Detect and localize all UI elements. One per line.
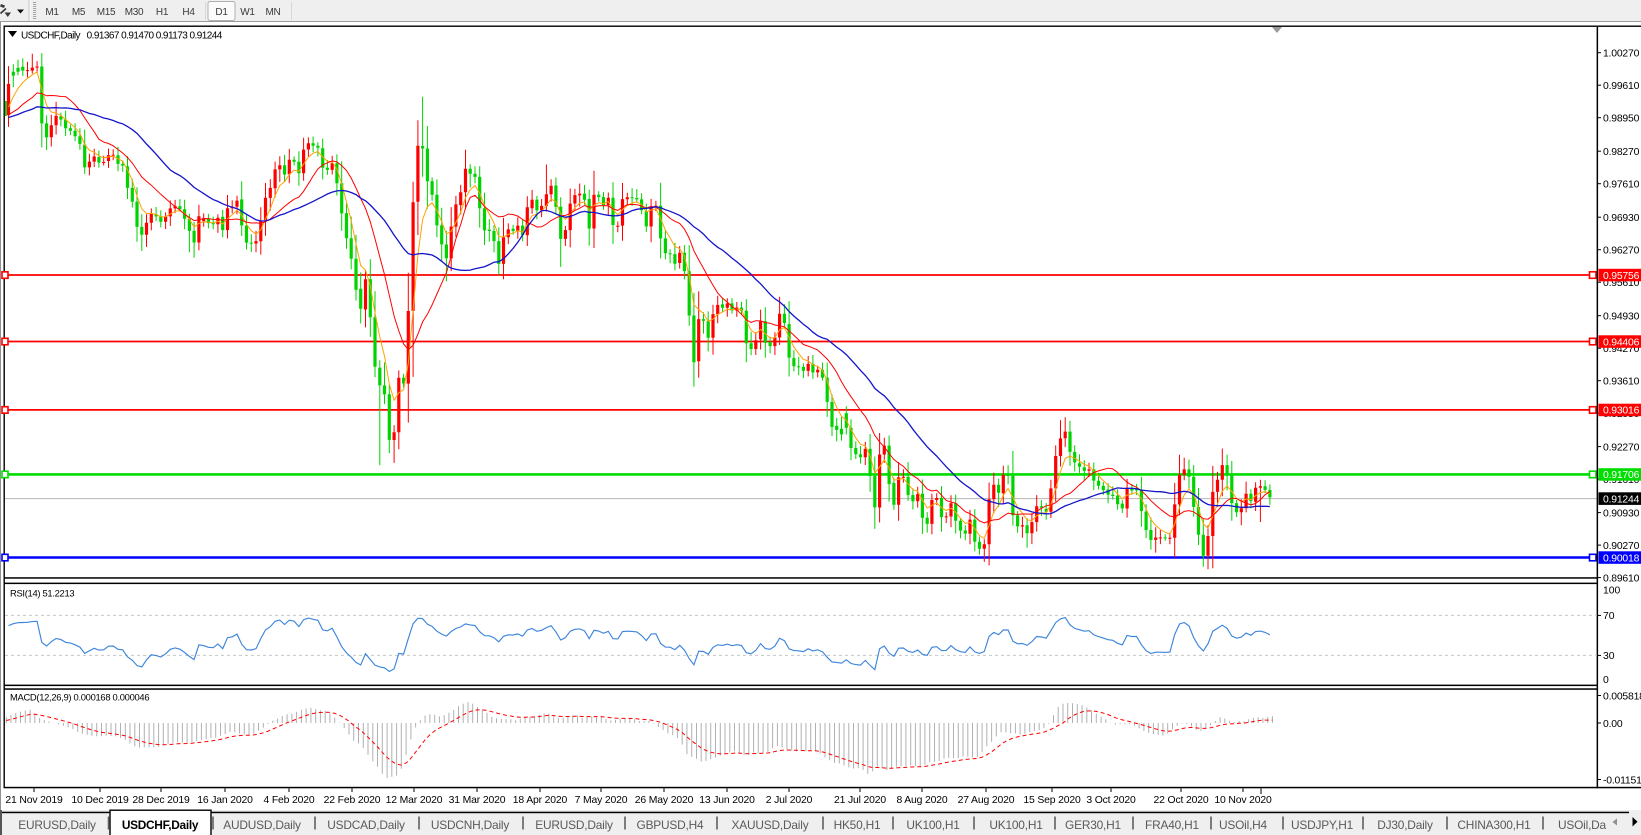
- svg-text:0.96930: 0.96930: [1603, 213, 1640, 224]
- svg-text:70: 70: [1603, 611, 1615, 622]
- svg-text:30: 30: [1603, 651, 1615, 662]
- svg-text:12 Mar 2020: 12 Mar 2020: [386, 795, 443, 806]
- svg-text:0.90930: 0.90930: [1603, 508, 1640, 519]
- svg-text:10 Nov 2020: 10 Nov 2020: [1214, 795, 1272, 806]
- svg-text:D1: D1: [215, 7, 228, 18]
- svg-text:21 Nov 2019: 21 Nov 2019: [5, 795, 63, 806]
- svg-text:0.95756: 0.95756: [1603, 271, 1640, 282]
- svg-text:M5: M5: [72, 7, 86, 18]
- svg-text:26 May 2020: 26 May 2020: [635, 795, 694, 806]
- svg-text:0.95610: 0.95610: [1603, 278, 1640, 289]
- svg-text:H4: H4: [182, 7, 195, 18]
- svg-text:EURUSD,Daily: EURUSD,Daily: [18, 818, 96, 832]
- svg-text:0.99610: 0.99610: [1603, 81, 1640, 92]
- svg-text:USDCHF,Daily: USDCHF,Daily: [122, 818, 199, 832]
- svg-text:USDCNH,Daily: USDCNH,Daily: [431, 818, 509, 832]
- svg-text:USDJPY,H1: USDJPY,H1: [1291, 818, 1354, 832]
- svg-text:0.96270: 0.96270: [1603, 246, 1640, 257]
- svg-text:10 Dec 2019: 10 Dec 2019: [71, 795, 129, 806]
- svg-text:UK100,H1: UK100,H1: [906, 818, 960, 832]
- svg-text:2 Jul 2020: 2 Jul 2020: [766, 795, 813, 806]
- svg-text:27 Aug 2020: 27 Aug 2020: [958, 795, 1015, 806]
- svg-text:0.93610: 0.93610: [1603, 377, 1640, 388]
- svg-text:0.94406: 0.94406: [1603, 337, 1640, 348]
- svg-text:0.98950: 0.98950: [1603, 114, 1640, 125]
- svg-text:18 Apr 2020: 18 Apr 2020: [513, 795, 568, 806]
- svg-text:0.90018: 0.90018: [1603, 553, 1640, 564]
- svg-text:MN: MN: [266, 7, 281, 18]
- svg-text:0: 0: [1603, 675, 1609, 686]
- svg-text:USDCHF,Daily 0.91367 0.91470: USDCHF,Daily 0.91367 0.91470 0.91173 0.9…: [21, 31, 223, 42]
- svg-text:0.94270: 0.94270: [1603, 344, 1640, 355]
- svg-text:15 Sep 2020: 15 Sep 2020: [1023, 795, 1081, 806]
- svg-text:UK100,H1: UK100,H1: [989, 818, 1043, 832]
- svg-text:4 Feb 2020: 4 Feb 2020: [263, 795, 314, 806]
- svg-text:0.92270: 0.92270: [1603, 442, 1640, 453]
- svg-text:8 Aug 2020: 8 Aug 2020: [896, 795, 947, 806]
- svg-text:EURUSD,Daily: EURUSD,Daily: [535, 818, 613, 832]
- svg-text:0.005818: 0.005818: [1603, 691, 1641, 702]
- svg-text:DJ30,Daily: DJ30,Daily: [1377, 818, 1433, 832]
- svg-text:0.91706: 0.91706: [1603, 470, 1640, 481]
- svg-text:M30: M30: [125, 7, 144, 18]
- svg-text:GER30,H1: GER30,H1: [1065, 818, 1121, 832]
- svg-text:HK50,H1: HK50,H1: [834, 818, 881, 832]
- svg-text:0.00: 0.00: [1603, 719, 1623, 730]
- svg-text:0.90270: 0.90270: [1603, 541, 1640, 552]
- svg-text:GBPUSD,H4: GBPUSD,H4: [637, 818, 705, 832]
- svg-text:1.00270: 1.00270: [1603, 49, 1640, 60]
- svg-text:-0.011514: -0.011514: [1603, 775, 1641, 786]
- svg-text:0.97610: 0.97610: [1603, 180, 1640, 191]
- svg-text:M15: M15: [97, 7, 116, 18]
- svg-text:0.98270: 0.98270: [1603, 147, 1640, 158]
- svg-text:USDCAD,Daily: USDCAD,Daily: [327, 818, 405, 832]
- svg-text:USOil,H4: USOil,H4: [1219, 818, 1268, 832]
- svg-text:28 Dec 2019: 28 Dec 2019: [132, 795, 190, 806]
- svg-text:FRA40,H1: FRA40,H1: [1145, 818, 1199, 832]
- svg-text:21 Jul 2020: 21 Jul 2020: [834, 795, 886, 806]
- svg-text:W1: W1: [240, 7, 255, 18]
- svg-text:0.89610: 0.89610: [1603, 573, 1640, 584]
- svg-text:31 Mar 2020: 31 Mar 2020: [449, 795, 506, 806]
- svg-text:XAUUSD,Daily: XAUUSD,Daily: [732, 818, 809, 832]
- svg-text:13 Jun 2020: 13 Jun 2020: [699, 795, 755, 806]
- svg-text:RSI(14) 51.2213: RSI(14) 51.2213: [10, 588, 74, 599]
- svg-text:0.93016: 0.93016: [1603, 406, 1640, 417]
- svg-text:16 Jan 2020: 16 Jan 2020: [197, 795, 253, 806]
- svg-text:22 Feb 2020: 22 Feb 2020: [324, 795, 381, 806]
- svg-text:0.94930: 0.94930: [1603, 312, 1640, 323]
- svg-text:7 May 2020: 7 May 2020: [575, 795, 628, 806]
- svg-text:M1: M1: [45, 7, 59, 18]
- svg-text:3 Oct 2020: 3 Oct 2020: [1086, 795, 1136, 806]
- svg-text:AUDUSD,Daily: AUDUSD,Daily: [223, 818, 301, 832]
- svg-text:CHINA300,H1: CHINA300,H1: [1457, 818, 1531, 832]
- svg-text:0.91244: 0.91244: [1603, 495, 1640, 506]
- svg-text:100: 100: [1603, 585, 1621, 596]
- svg-text:MACD(12,26,9) 0.000168 0.00004: MACD(12,26,9) 0.000168 0.000046: [10, 692, 149, 703]
- svg-text:H1: H1: [156, 7, 169, 18]
- svg-text:22 Oct 2020: 22 Oct 2020: [1154, 795, 1209, 806]
- svg-text:USOil,Da: USOil,Da: [1558, 818, 1607, 832]
